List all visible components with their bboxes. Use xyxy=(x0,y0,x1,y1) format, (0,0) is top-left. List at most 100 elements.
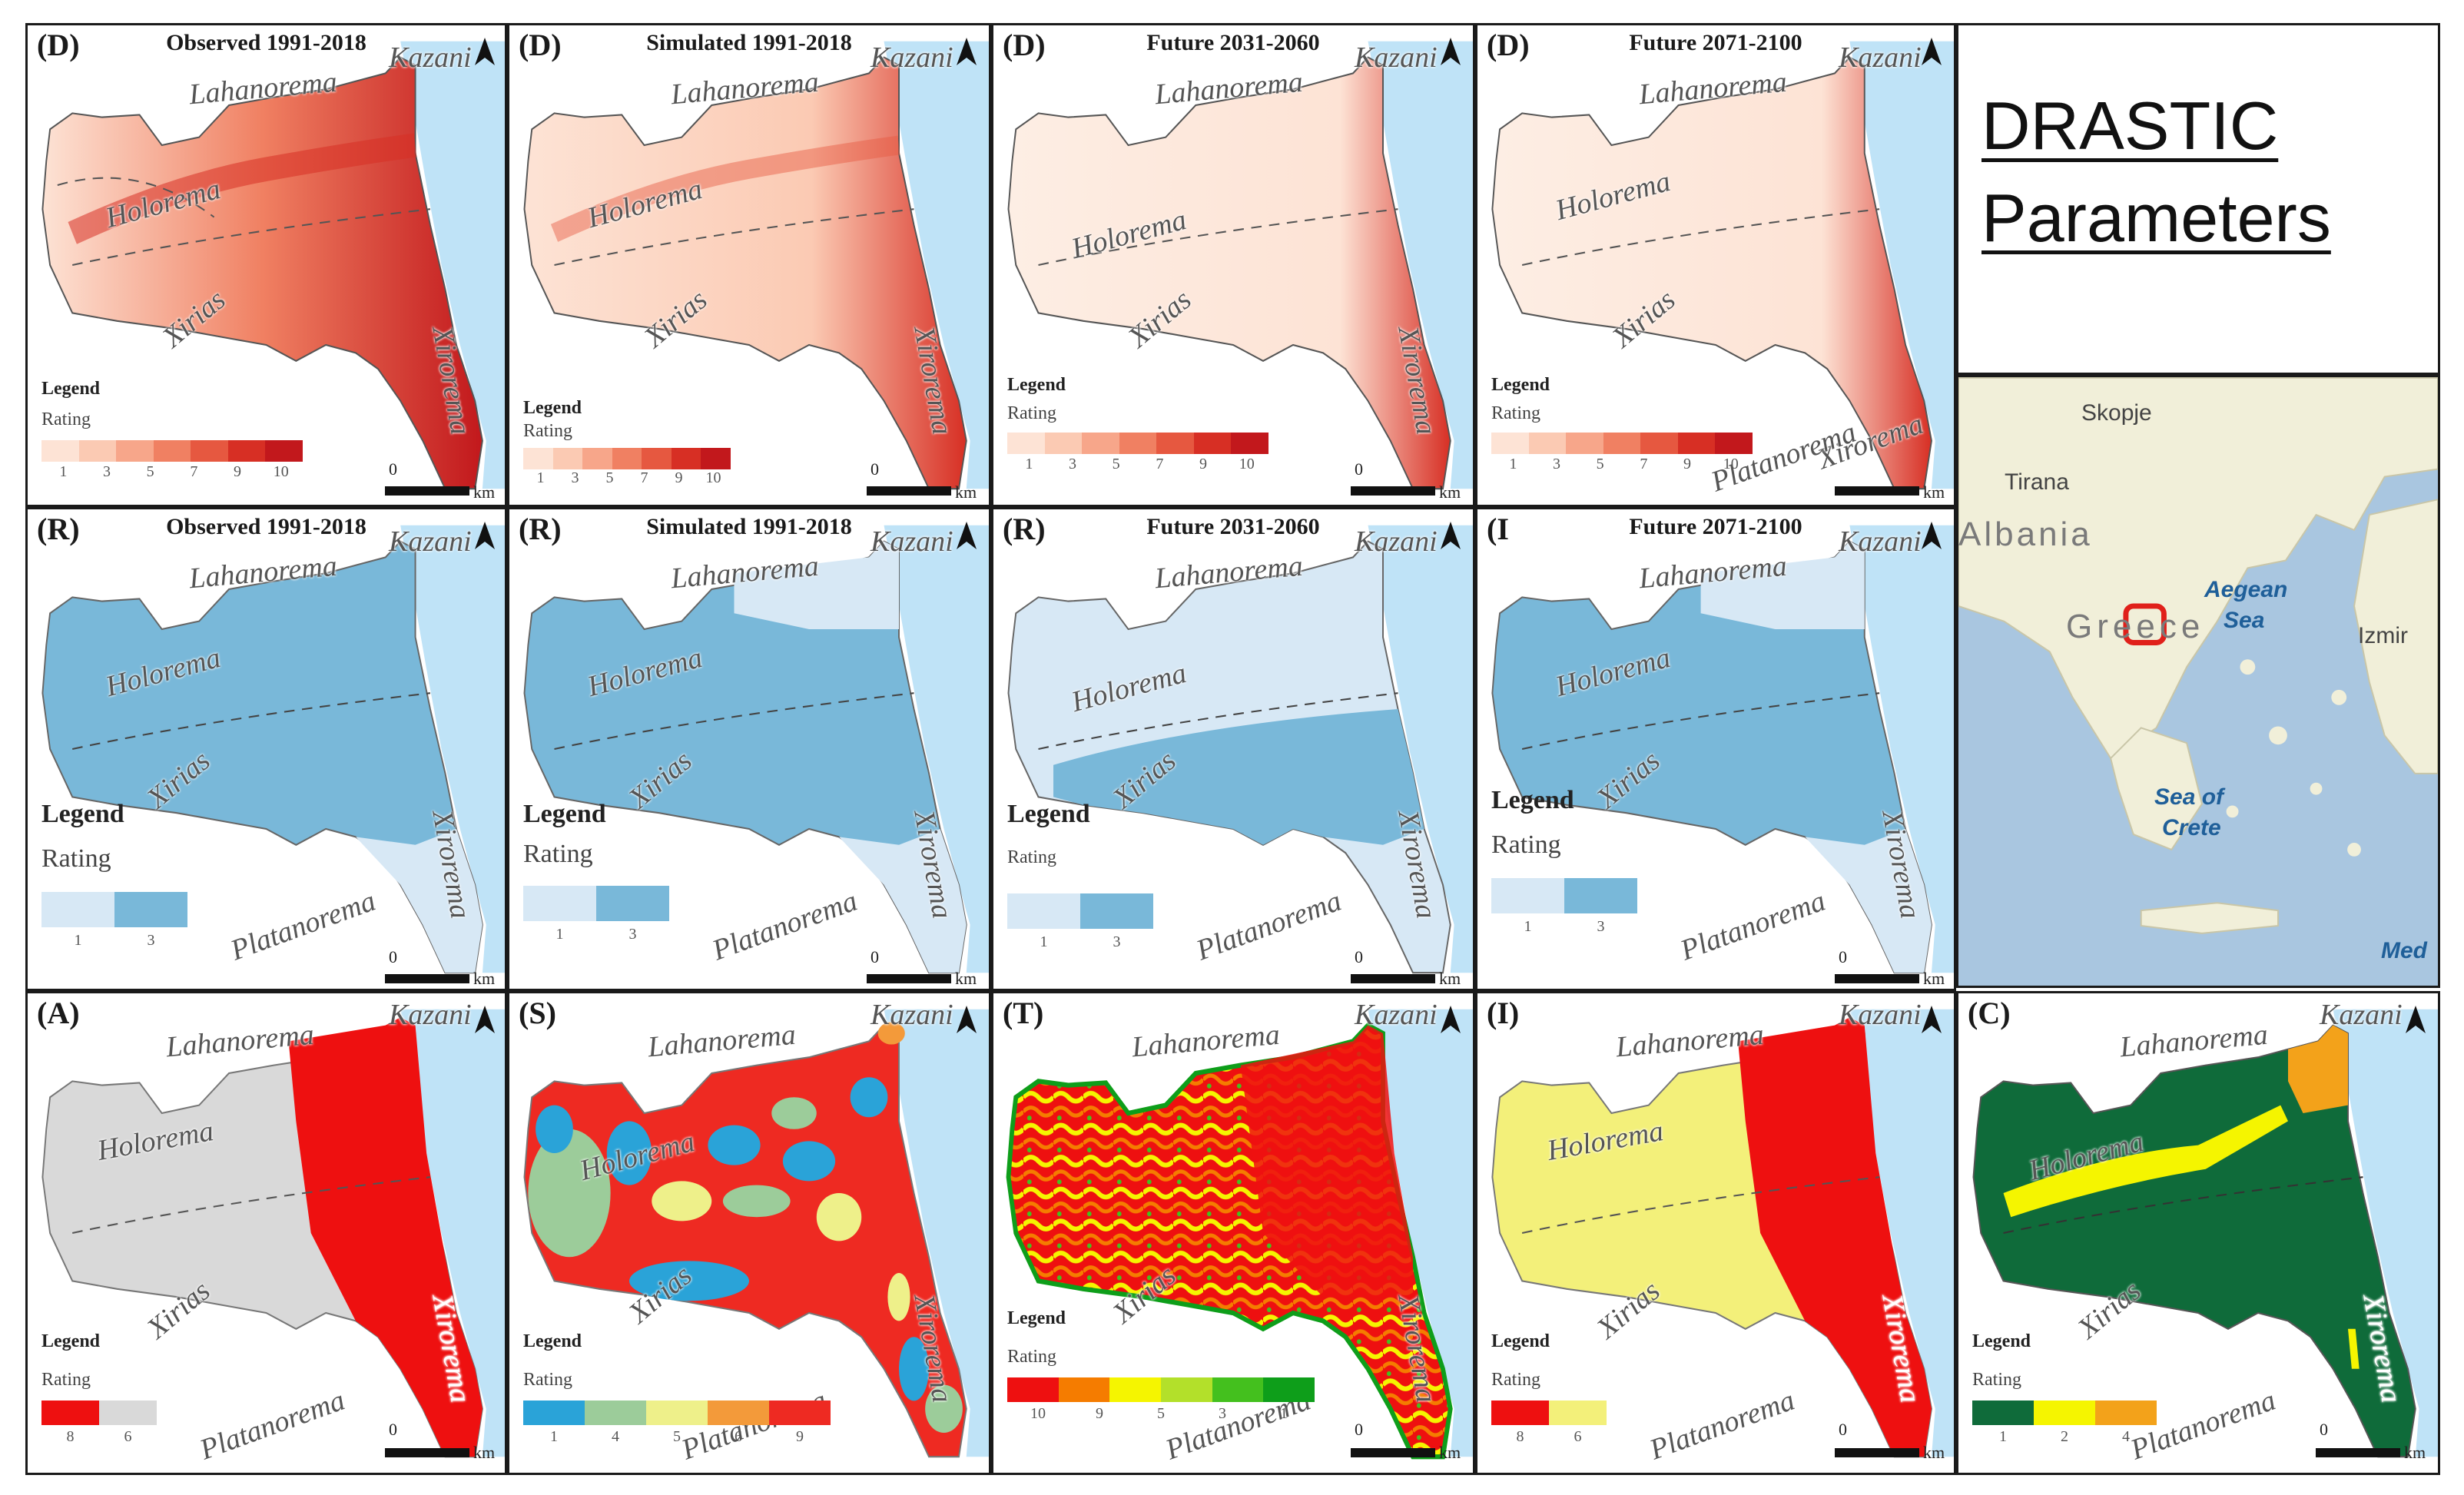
scale-zero: 0 xyxy=(1355,1420,1363,1439)
legend-rating: Rating xyxy=(523,840,593,868)
label-aegean: Aegean xyxy=(2204,577,2288,602)
legend-rating: Rating xyxy=(523,421,572,441)
label-kazani: Kazani xyxy=(871,525,953,558)
legend-ramp xyxy=(523,448,731,469)
legend-rating: Rating xyxy=(1491,1370,1540,1390)
label-kazani: Kazani xyxy=(2320,999,2403,1031)
map-r-future-2071 xyxy=(1491,525,1954,974)
panel-letter: (D) xyxy=(1487,28,1530,62)
panel-letter: (D) xyxy=(37,28,80,62)
panel-title: Simulated 1991-2018 xyxy=(646,514,852,539)
legend-ramp xyxy=(1972,1401,2157,1425)
legend-rating: Rating xyxy=(523,1370,572,1390)
scale-unit: km xyxy=(1439,482,1461,502)
panel-c: (C) Kazani Lahanorema Holorema Xirias Xi… xyxy=(1956,991,2440,1475)
panel-r-observed: (R) Observed 1991-2018 Kazani Lahanorema… xyxy=(25,507,507,991)
panel-t: (T) Kazani Lahanorema Xirias Xirorema Pl… xyxy=(991,991,1475,1475)
panel-letter: (R) xyxy=(37,512,80,546)
label-sea: Sea xyxy=(2224,608,2265,633)
scale-bar xyxy=(1835,486,1919,496)
scale-unit: km xyxy=(473,482,496,502)
legend-heading: Legend xyxy=(1007,800,1090,828)
panel-a: (A) Kazani Lahanorema Holorema Xirias Xi… xyxy=(25,991,507,1475)
map-s xyxy=(523,1009,989,1458)
panel-letter: (C) xyxy=(1968,996,2011,1030)
label-kazani: Kazani xyxy=(1355,999,1438,1031)
panel-title: Future 2071-2100 xyxy=(1629,30,1802,55)
scale-bar xyxy=(867,486,951,496)
panel-title: Future 2031-2060 xyxy=(1146,514,1320,539)
label-kazani: Kazani xyxy=(389,41,472,74)
panel-i: (I) Kazani Lahanorema Holorema Xirias Xi… xyxy=(1475,991,1956,1475)
scale-bar xyxy=(1835,974,1919,983)
panel-d-observed: (D) Observed 1991-2018 Kazani Lahanorema… xyxy=(25,23,507,507)
scale-unit: km xyxy=(473,969,496,988)
title-line-2: Parameters xyxy=(1981,180,2331,256)
scale-bar xyxy=(385,1448,469,1457)
legend-rating: Rating xyxy=(1007,403,1056,423)
legend-ramp xyxy=(523,1401,831,1425)
panel-letter: (R) xyxy=(519,512,562,546)
scale-zero: 0 xyxy=(2320,1420,2328,1439)
scale-zero: 0 xyxy=(1839,1420,1847,1439)
panel-letter: (I xyxy=(1487,512,1509,546)
label-kazani: Kazani xyxy=(871,41,953,74)
panel-letter: (R) xyxy=(1003,512,1046,546)
scale-unit: km xyxy=(1439,969,1461,988)
panel-title: Future 2071-2100 xyxy=(1629,514,1802,539)
legend-ticks: 1 3 5 7 9 10 xyxy=(1025,456,1255,472)
panel-title: Observed 1991-2018 xyxy=(166,30,366,55)
legend-ramp xyxy=(1491,878,1637,913)
scale-unit: km xyxy=(1923,1443,1945,1462)
legend-heading: Legend xyxy=(41,379,101,399)
legend-ramp xyxy=(1007,1377,1315,1402)
map-r-simulated xyxy=(523,525,989,974)
label-kazani: Kazani xyxy=(1839,999,1922,1031)
north-arrow-icon xyxy=(1922,1006,1942,1033)
scale-unit: km xyxy=(955,969,977,988)
scale-zero: 0 xyxy=(1839,947,1847,966)
north-arrow-icon xyxy=(1441,522,1461,549)
legend-heading: Legend xyxy=(1007,375,1066,395)
map-a xyxy=(41,1009,505,1458)
scale-bar xyxy=(1351,486,1435,496)
map-c xyxy=(1972,1009,2438,1458)
legend-heading: Legend xyxy=(1491,375,1550,395)
legend-ramp xyxy=(1007,433,1269,454)
panel-title: Simulated 1991-2018 xyxy=(646,30,852,55)
label-kazani: Kazani xyxy=(389,525,472,558)
label-kazani: Kazani xyxy=(1355,41,1438,74)
location-inset-map: Skopje Tirana Albania Greece Aegean Sea … xyxy=(1956,375,2440,988)
label-med: Med xyxy=(2381,938,2427,963)
legend-ramp xyxy=(41,892,187,927)
panel-title: Future 2031-2060 xyxy=(1146,30,1320,55)
panel-letter: (S) xyxy=(519,996,556,1030)
legend-ramp xyxy=(1491,433,1753,454)
map-i xyxy=(1491,1009,1954,1458)
scale-unit: km xyxy=(2404,1443,2426,1462)
label-skopje: Skopje xyxy=(2081,400,2152,426)
north-arrow-icon xyxy=(1441,1006,1461,1033)
panel-title: Observed 1991-2018 xyxy=(166,514,366,539)
north-arrow-icon xyxy=(1922,522,1942,549)
legend-rating: Rating xyxy=(41,409,91,429)
panel-d-simulated: (D) Simulated 1991-2018 Kazani Lahanorem… xyxy=(507,23,991,507)
label-greece: Greece xyxy=(2066,608,2205,645)
legend-rating: Rating xyxy=(1007,847,1056,867)
north-arrow-icon xyxy=(475,1006,495,1033)
map-r-observed xyxy=(41,525,505,974)
panel-letter: (D) xyxy=(519,28,562,62)
legend-rating: Rating xyxy=(1007,1347,1056,1367)
map-d-future-2071 xyxy=(1491,41,1954,490)
panel-s: (S) Kazani Lahanorema Holorema Xirias Xi… xyxy=(507,991,991,1475)
legend-ramp xyxy=(1491,1401,1607,1425)
scale-zero: 0 xyxy=(389,1420,397,1439)
scale-zero: 0 xyxy=(1355,459,1363,479)
north-arrow-icon xyxy=(1922,38,1942,65)
panel-d-future-2031: (D) Future 2031-2060 Kazani Lahanorema H… xyxy=(991,23,1475,507)
scale-unit: km xyxy=(1923,969,1945,988)
legend-ticks: 1 3 5 7 9 10 xyxy=(59,463,289,480)
